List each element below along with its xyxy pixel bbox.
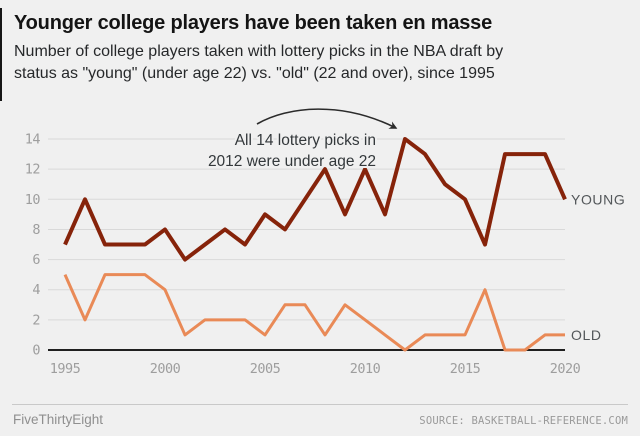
- y-tick-label-4: 4: [32, 282, 40, 298]
- chart-header: Younger college players have been taken …: [14, 10, 626, 84]
- y-tick-label-6: 6: [32, 252, 40, 268]
- footer: FiveThirtyEight SOURCE: BASKETBALL-REFER…: [13, 412, 628, 427]
- annotation-line1: All 14 lottery picks in: [235, 132, 376, 149]
- source-credit: SOURCE: BASKETBALL-REFERENCE.COM: [419, 415, 628, 427]
- x-tick-label-2005: 2005: [250, 361, 281, 377]
- x-tick-label-2000: 2000: [150, 361, 181, 377]
- y-tick-label-8: 8: [32, 222, 40, 238]
- y-tick-label-2: 2: [32, 312, 40, 328]
- y-tick-label-10: 10: [25, 192, 41, 208]
- annotation-line2: 2012 were under age 22: [208, 153, 376, 170]
- young-legend-label: YOUNG: [571, 191, 625, 207]
- x-tick-label-1995: 1995: [50, 361, 81, 377]
- annotation-arrow: [256, 108, 398, 129]
- chart-title: Younger college players have been taken …: [14, 12, 493, 34]
- chart-plot-area: 0 2 4 6 8 10 12 14 1995 2000 2005 2010 2015 2020 YOUNG…: [25, 108, 625, 377]
- fivethirtyeight-wordmark: FiveThirtyEight: [13, 412, 104, 427]
- chart-subtitle-line2: status as "young" (under age 22) vs. "ol…: [14, 64, 495, 82]
- old-legend-label: OLD: [571, 327, 602, 343]
- old-line: [63, 273, 565, 352]
- x-tick-label-2020: 2020: [550, 361, 581, 377]
- y-tick-label-14: 14: [25, 132, 41, 148]
- x-tick-label-2010: 2010: [350, 361, 381, 377]
- x-tick-label-2015: 2015: [450, 361, 481, 377]
- y-tick-label-12: 12: [25, 162, 40, 178]
- footer-divider: [12, 404, 628, 405]
- young-line: [63, 137, 567, 262]
- chart-subtitle-line1: Number of college players taken with lot…: [14, 43, 504, 60]
- y-tick-label-0: 0: [32, 343, 40, 359]
- chart-subtitle: Number of college players taken with lot…: [14, 41, 626, 84]
- left-accent-bar: [0, 8, 2, 101]
